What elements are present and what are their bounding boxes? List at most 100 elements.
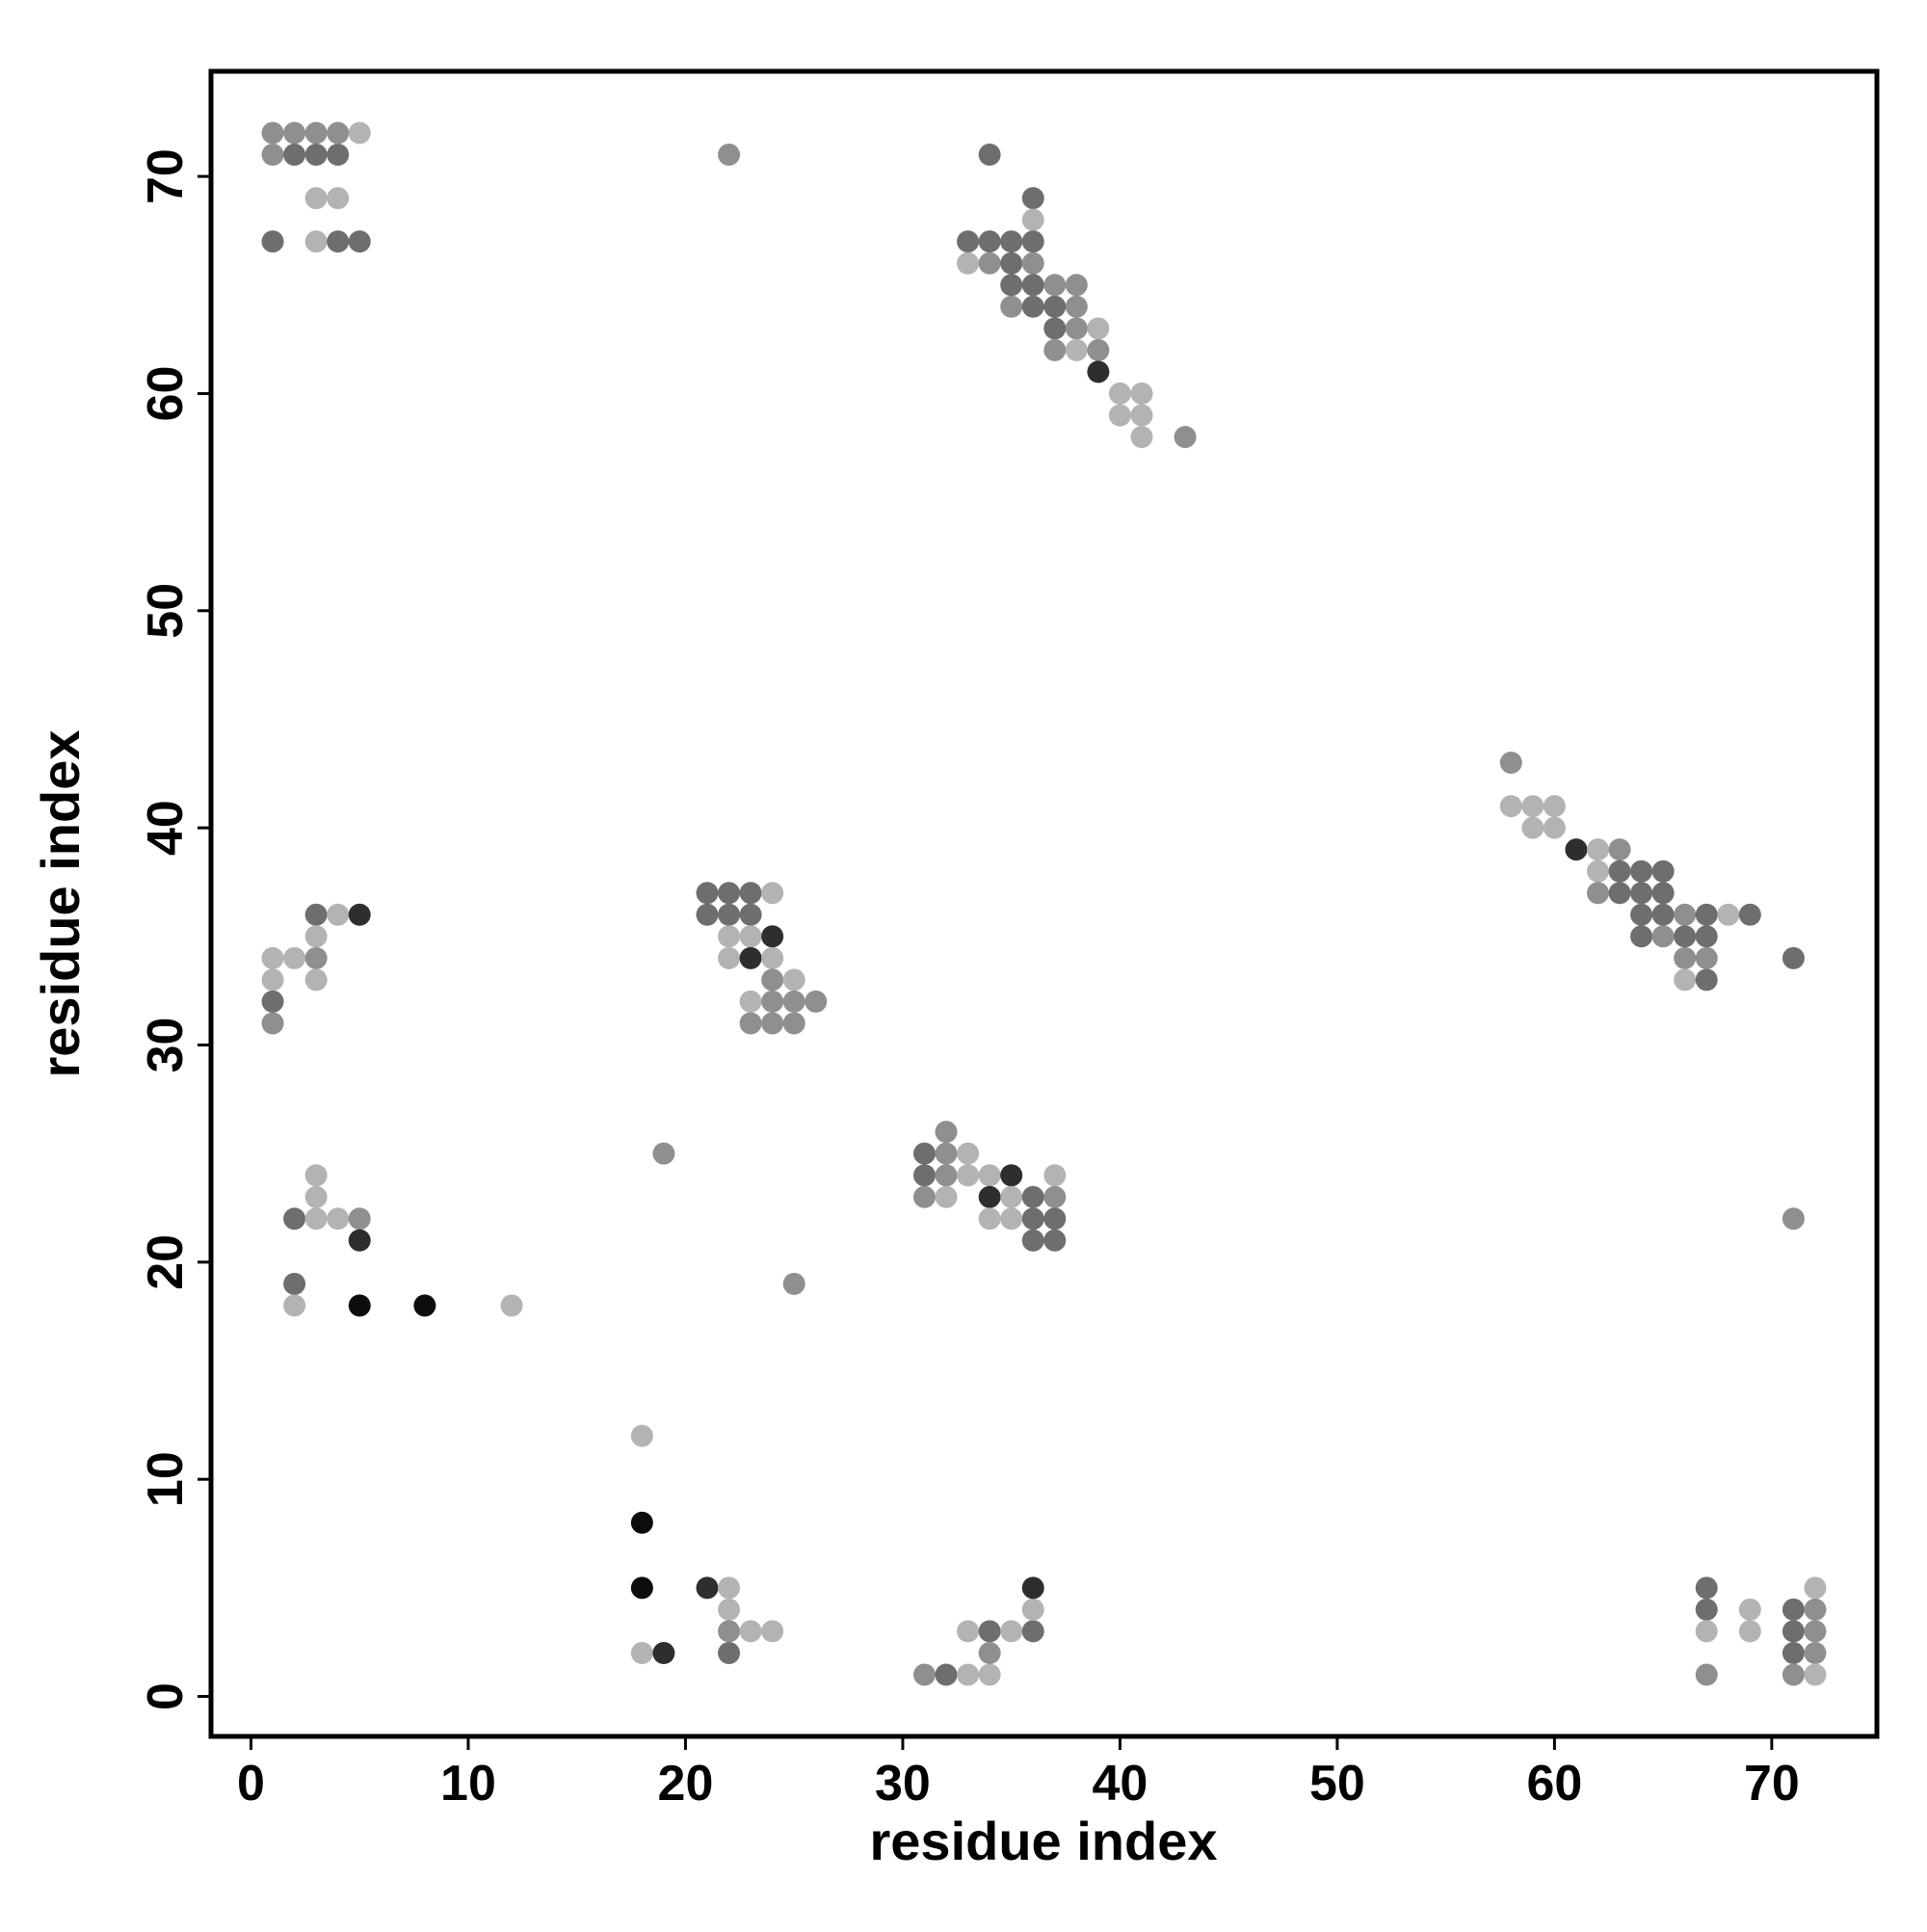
point	[1782, 1620, 1805, 1643]
point	[1043, 317, 1067, 340]
y-tick-label: 50	[138, 583, 194, 639]
point	[1065, 338, 1088, 361]
point	[1695, 968, 1718, 992]
point	[1674, 946, 1697, 969]
point	[718, 925, 741, 948]
point	[782, 1012, 805, 1035]
point	[978, 144, 1001, 167]
point	[304, 230, 328, 253]
point	[912, 1142, 936, 1165]
point	[1586, 838, 1609, 861]
point	[1130, 382, 1153, 405]
point	[1043, 1185, 1067, 1208]
x-tick-label: 0	[237, 1756, 265, 1812]
point	[1738, 903, 1761, 926]
point	[739, 946, 762, 969]
point	[696, 903, 719, 926]
point	[1021, 251, 1044, 275]
point	[1087, 317, 1110, 340]
point	[782, 968, 805, 992]
y-tick-label: 20	[138, 1234, 194, 1290]
point	[1521, 795, 1544, 818]
point	[957, 230, 980, 253]
point	[1021, 208, 1044, 231]
point	[782, 990, 805, 1013]
point	[348, 903, 371, 926]
point	[978, 1207, 1001, 1231]
point	[1630, 903, 1653, 926]
point	[1565, 838, 1588, 861]
point	[304, 925, 328, 948]
point	[1000, 274, 1023, 297]
point	[761, 968, 784, 992]
point	[283, 1207, 306, 1231]
point	[739, 1012, 762, 1035]
point	[630, 1576, 653, 1600]
point	[957, 1620, 980, 1643]
y-tick-label: 0	[138, 1682, 194, 1710]
point	[1782, 946, 1805, 969]
point	[261, 144, 284, 167]
point	[1043, 1164, 1067, 1187]
point	[1000, 1620, 1023, 1643]
point	[261, 990, 284, 1013]
point	[1695, 1663, 1718, 1686]
point	[1630, 860, 1653, 883]
point	[1695, 925, 1718, 948]
point	[1021, 1229, 1044, 1252]
point	[782, 1272, 805, 1295]
point	[1000, 1185, 1023, 1208]
point	[1000, 295, 1023, 318]
point	[739, 990, 762, 1013]
point	[1000, 230, 1023, 253]
point	[1738, 1620, 1761, 1643]
point	[718, 144, 741, 167]
point	[739, 1620, 762, 1643]
point	[413, 1294, 436, 1317]
y-tick-label: 70	[138, 148, 194, 204]
point	[718, 903, 741, 926]
point	[935, 1663, 958, 1686]
point	[978, 1641, 1001, 1664]
point	[1630, 925, 1653, 948]
point	[630, 1641, 653, 1664]
point	[348, 1294, 371, 1317]
point	[1717, 903, 1740, 926]
point	[957, 1663, 980, 1686]
point	[261, 230, 284, 253]
x-tick-label: 70	[1744, 1756, 1800, 1812]
x-tick-label: 30	[875, 1756, 931, 1812]
point	[304, 144, 328, 167]
y-axis-title: residue index	[30, 729, 91, 1077]
point	[805, 990, 828, 1013]
y-tick-label: 30	[138, 1018, 194, 1073]
point	[1608, 838, 1631, 861]
point	[718, 1576, 741, 1600]
point	[912, 1663, 936, 1686]
point	[1065, 317, 1088, 340]
y-tick-label: 40	[138, 800, 194, 856]
point	[327, 121, 350, 145]
point	[327, 1207, 350, 1231]
point	[1087, 360, 1110, 384]
point	[912, 1185, 936, 1208]
point	[1174, 425, 1197, 448]
point	[761, 1012, 784, 1035]
point	[304, 946, 328, 969]
point	[1608, 860, 1631, 883]
point	[1586, 882, 1609, 905]
point	[1521, 816, 1544, 839]
point	[1021, 187, 1044, 210]
point	[935, 1121, 958, 1144]
point	[1695, 946, 1718, 969]
point	[283, 946, 306, 969]
point	[1651, 882, 1675, 905]
point	[283, 1272, 306, 1295]
point	[978, 1620, 1001, 1643]
point	[761, 1620, 784, 1643]
point	[1651, 860, 1675, 883]
point	[1608, 882, 1631, 905]
point	[1695, 1576, 1718, 1600]
